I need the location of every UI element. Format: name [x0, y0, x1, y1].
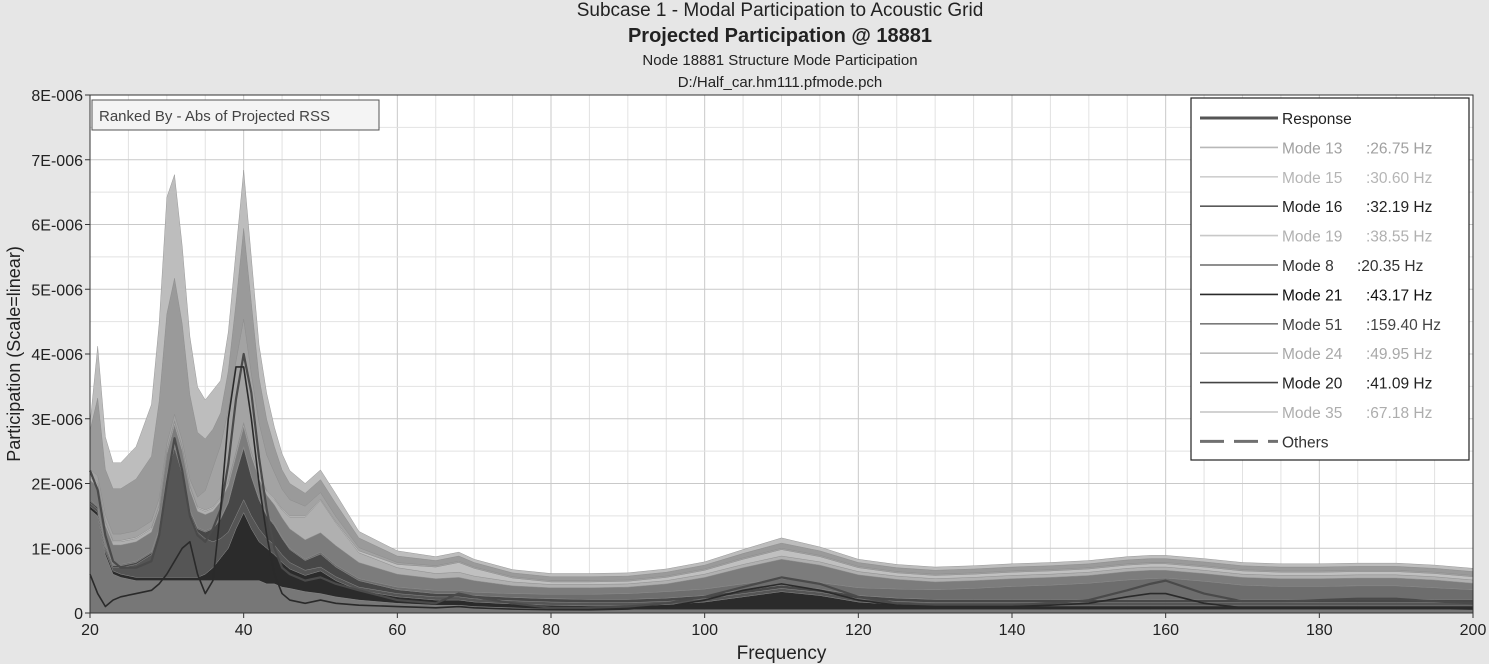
legend-item-mode-20[interactable]: Mode 20 :41.09 Hz: [1200, 376, 1432, 393]
y-tick-label: 7E-006: [31, 153, 83, 170]
legend-frequency: :159.40 Hz: [1366, 317, 1441, 334]
chart-subtitle: Projected Participation @ 18881: [627, 25, 933, 47]
legend-frequency: :20.35 Hz: [1357, 258, 1423, 275]
legend-item-mode-15[interactable]: Mode 15 :30.60 Hz: [1200, 170, 1432, 187]
y-tick-label: 2E-006: [31, 477, 83, 494]
y-tick-label: 3E-006: [31, 412, 83, 429]
x-tick-label: 40: [235, 622, 253, 639]
chart-title: Subcase 1 - Modal Participation to Acous…: [576, 0, 984, 21]
legend-frequency: :30.60 Hz: [1366, 170, 1432, 187]
legend-frequency: :26.75 Hz: [1366, 140, 1432, 157]
legend-label: Mode 19: [1282, 229, 1342, 246]
x-tick-label: 120: [845, 622, 872, 639]
legend-label: Mode 20: [1282, 376, 1343, 393]
y-tick-label: 6E-006: [31, 218, 83, 235]
y-tick-label: 4E-006: [31, 347, 83, 364]
legend-frequency: :49.95 Hz: [1366, 346, 1432, 363]
y-tick-label: 5E-006: [31, 282, 83, 299]
x-axis: 20 40 60 80 100 120 140 160 180 200: [81, 613, 1486, 639]
legend-item-mode-13[interactable]: Mode 13 :26.75 Hz: [1200, 140, 1432, 157]
y-axis: 0 1E-006 2E-006 3E-006 4E-006 5E-006 6E-006 7E-…: [31, 88, 90, 623]
x-tick-label: 140: [999, 622, 1026, 639]
y-axis-label: Participation (Scale=linear): [4, 246, 24, 462]
legend-label: Mode 35: [1282, 405, 1342, 422]
legend-label: Others: [1282, 434, 1329, 451]
legend-frequency: :43.17 Hz: [1366, 287, 1432, 304]
legend-label: Mode 15: [1282, 170, 1342, 187]
line-response: [88, 352, 1474, 609]
legend-item-mode-51[interactable]: Mode 51 :159.40 Hz: [1200, 317, 1441, 334]
legend-label: Mode 8: [1282, 258, 1334, 275]
legend-item-mode-21[interactable]: Mode 21 :43.17 Hz: [1200, 287, 1432, 304]
y-tick-label: 0: [74, 606, 83, 623]
legend-frequency: :38.55 Hz: [1366, 229, 1432, 246]
legend-item-mode-19[interactable]: Mode 19 :38.55 Hz: [1200, 229, 1432, 246]
y-tick-label: 1E-006: [31, 541, 83, 558]
x-tick-label: 200: [1460, 622, 1487, 639]
x-tick-label: 100: [691, 622, 718, 639]
legend-frequency: :41.09 Hz: [1366, 376, 1432, 393]
legend-item-mode-8[interactable]: Mode 8 :20.35 Hz: [1200, 258, 1423, 275]
legend-frequency: :67.18 Hz: [1366, 405, 1432, 422]
legend-label: Response: [1282, 111, 1352, 128]
legend-item-mode-35[interactable]: Mode 35 :67.18 Hz: [1200, 405, 1432, 422]
chart-source-file: D:/Half_car.hm111.pfmode.pch: [677, 74, 883, 91]
legend-label: Mode 16: [1282, 199, 1342, 216]
x-tick-label: 60: [388, 622, 406, 639]
legend-item-others[interactable]: Others: [1200, 434, 1329, 451]
legend-frequency: :32.19 Hz: [1366, 199, 1432, 216]
line-mode-21: [89, 366, 1474, 611]
chart-subtitle-node: Node 18881 Structure Mode Participation: [642, 52, 918, 69]
x-tick-label: 20: [81, 622, 99, 639]
ranked-by-label: Ranked By - Abs of Projected RSS: [99, 108, 330, 125]
legend-item-mode-16[interactable]: Mode 16 :32.19 Hz: [1200, 199, 1432, 216]
line-series: [88, 352, 1474, 611]
legend-item-mode-24[interactable]: Mode 24 :49.95 Hz: [1200, 346, 1432, 363]
y-tick-label: 8E-006: [31, 88, 83, 105]
x-tick-label: 180: [1306, 622, 1333, 639]
legend-label: Mode 24: [1282, 346, 1343, 363]
x-tick-label: 160: [1152, 622, 1179, 639]
legend-label: Mode 51: [1282, 317, 1342, 334]
x-tick-label: 80: [542, 622, 560, 639]
ranked-by-box: Ranked By - Abs of Projected RSS: [91, 99, 380, 131]
legend: Response Mode 13 :26.75 Hz Mode 15 :30.60 Hz…: [1190, 97, 1470, 461]
x-axis-label: Frequency: [737, 643, 827, 664]
legend-item-response[interactable]: Response: [1200, 111, 1352, 128]
legend-label: Mode 13: [1282, 140, 1342, 157]
legend-label: Mode 21: [1282, 287, 1342, 304]
